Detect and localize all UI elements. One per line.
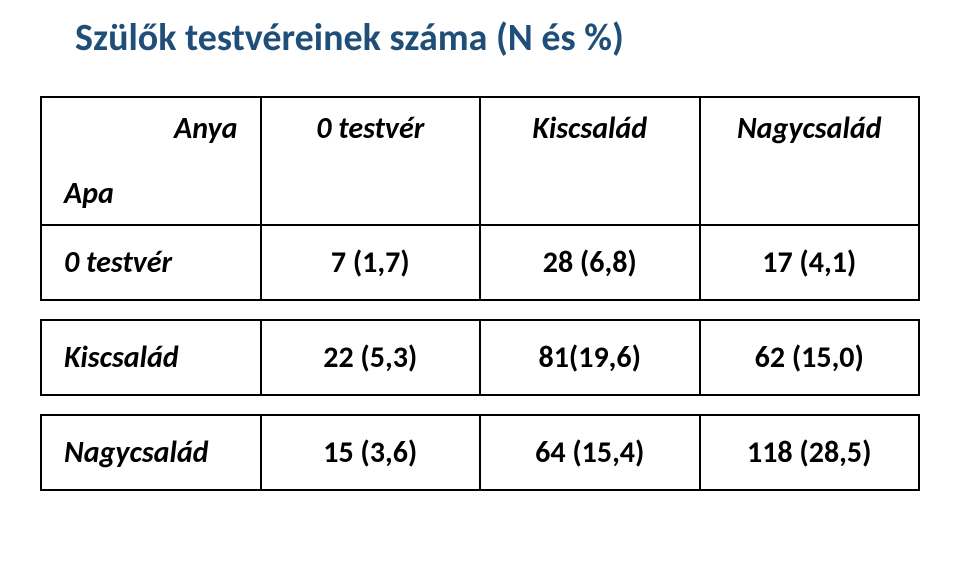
data-cell: 118 (28,5) xyxy=(700,415,920,490)
data-cell: 15 (3,6) xyxy=(261,415,481,490)
apa-label: Apa xyxy=(64,175,238,212)
header-row: Anya Apa 0 testvér Kiscsalád Nagycsalád xyxy=(41,97,919,225)
row-header-2: Nagycsalád xyxy=(41,415,261,490)
data-cell: 64 (15,4) xyxy=(480,415,700,490)
corner-cell: Anya Apa xyxy=(41,97,261,225)
page-title: Szülők testvéreinek száma (N és %) xyxy=(40,15,920,61)
col-header-0: 0 testvér xyxy=(261,97,481,225)
data-cell: 81(19,6) xyxy=(480,320,700,395)
table-row: 0 testvér 7 (1,7) 28 (6,8) 17 (4,1) xyxy=(41,225,919,300)
data-cell: 17 (4,1) xyxy=(700,225,920,300)
data-cell: 22 (5,3) xyxy=(261,320,481,395)
data-cell: 28 (6,8) xyxy=(480,225,700,300)
table-row: Nagycsalád 15 (3,6) 64 (15,4) 118 (28,5) xyxy=(41,415,919,490)
col-header-2: Nagycsalád xyxy=(700,97,920,225)
col-header-1: Kiscsalád xyxy=(480,97,700,225)
row-header-1: Kiscsalád xyxy=(41,320,261,395)
spacer-row xyxy=(41,395,919,415)
data-cell: 62 (15,0) xyxy=(700,320,920,395)
spacer-row xyxy=(41,300,919,320)
anya-label: Anya xyxy=(64,110,238,147)
data-cell: 7 (1,7) xyxy=(261,225,481,300)
row-header-0: 0 testvér xyxy=(41,225,261,300)
table-row: Kiscsalád 22 (5,3) 81(19,6) 62 (15,0) xyxy=(41,320,919,395)
siblings-table: Anya Apa 0 testvér Kiscsalád Nagycsalád … xyxy=(40,96,920,491)
